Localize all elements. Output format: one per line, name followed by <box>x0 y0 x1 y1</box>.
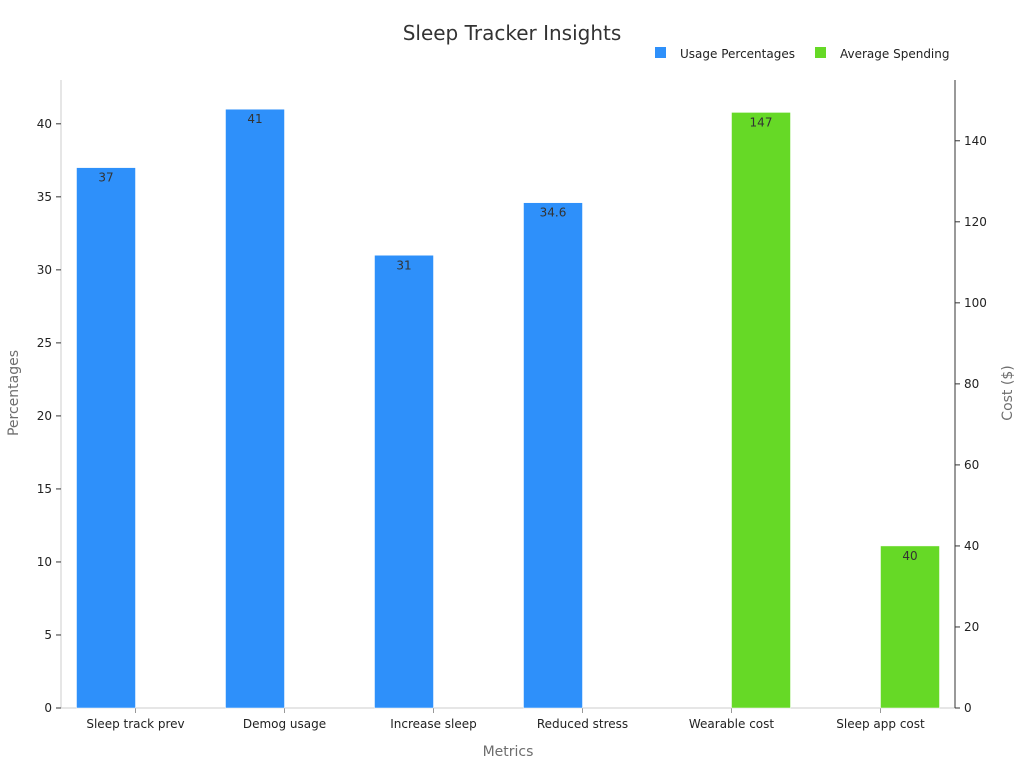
bar <box>880 545 940 709</box>
legend-label: Average Spending <box>840 47 950 61</box>
bar-value-label: 40 <box>902 549 917 563</box>
y2-tick-label: 100 <box>964 296 987 310</box>
y2-tick-label: 20 <box>964 620 979 634</box>
y-tick-label: 0 <box>44 701 52 715</box>
legend-swatch <box>815 47 826 58</box>
bar <box>731 112 791 709</box>
y2-tick-label: 60 <box>964 458 979 472</box>
x-tick-label: Sleep app cost <box>836 717 925 731</box>
y2-tick-label: 40 <box>964 539 979 553</box>
bar-value-label: 147 <box>750 115 773 129</box>
bar <box>225 108 285 709</box>
y2-axis-title: Cost ($) <box>1000 365 1016 420</box>
y2-tick-label: 120 <box>964 215 987 229</box>
bar-value-label: 37 <box>98 171 113 185</box>
y2-tick-label: 140 <box>964 134 987 148</box>
y2-tick-label: 0 <box>964 701 972 715</box>
axes: 0 5 10 15 20 25 30 35 40 0 20 40 60 80 100 120 140 Sleep … <box>37 80 987 731</box>
y-tick-label: 5 <box>44 628 52 642</box>
y2-tick-label: 80 <box>964 377 979 391</box>
y-tick-label: 30 <box>37 263 52 277</box>
x-tick-label: Sleep track prev <box>86 717 184 731</box>
bar <box>76 167 136 709</box>
y-tick-label: 35 <box>37 190 52 204</box>
bar <box>523 202 583 709</box>
y-axis-title: Percentages <box>6 350 22 436</box>
y-tick-label: 10 <box>37 555 52 569</box>
data-labels: 37 41 31 34.6 147 40 <box>98 112 917 563</box>
bar <box>374 255 434 709</box>
legend: Usage Percentages Average Spending <box>655 47 950 61</box>
chart-title: Sleep Tracker Insights <box>403 21 622 45</box>
bar-value-label: 34.6 <box>540 206 567 220</box>
legend-swatch <box>655 47 666 58</box>
x-tick-label: Demog usage <box>243 717 326 731</box>
y-tick-label: 20 <box>37 409 52 423</box>
bar-value-label: 31 <box>396 258 411 272</box>
x-axis-title: Metrics <box>483 744 534 760</box>
x-tick-label: Increase sleep <box>390 717 477 731</box>
y-tick-label: 25 <box>37 336 52 350</box>
y-tick-label: 15 <box>37 482 52 496</box>
x-tick-label: Reduced stress <box>537 717 628 731</box>
bars <box>76 108 940 709</box>
bar-value-label: 41 <box>247 112 262 126</box>
y-tick-label: 40 <box>37 117 52 131</box>
x-tick-label: Wearable cost <box>689 717 775 731</box>
legend-label: Usage Percentages <box>680 47 795 61</box>
